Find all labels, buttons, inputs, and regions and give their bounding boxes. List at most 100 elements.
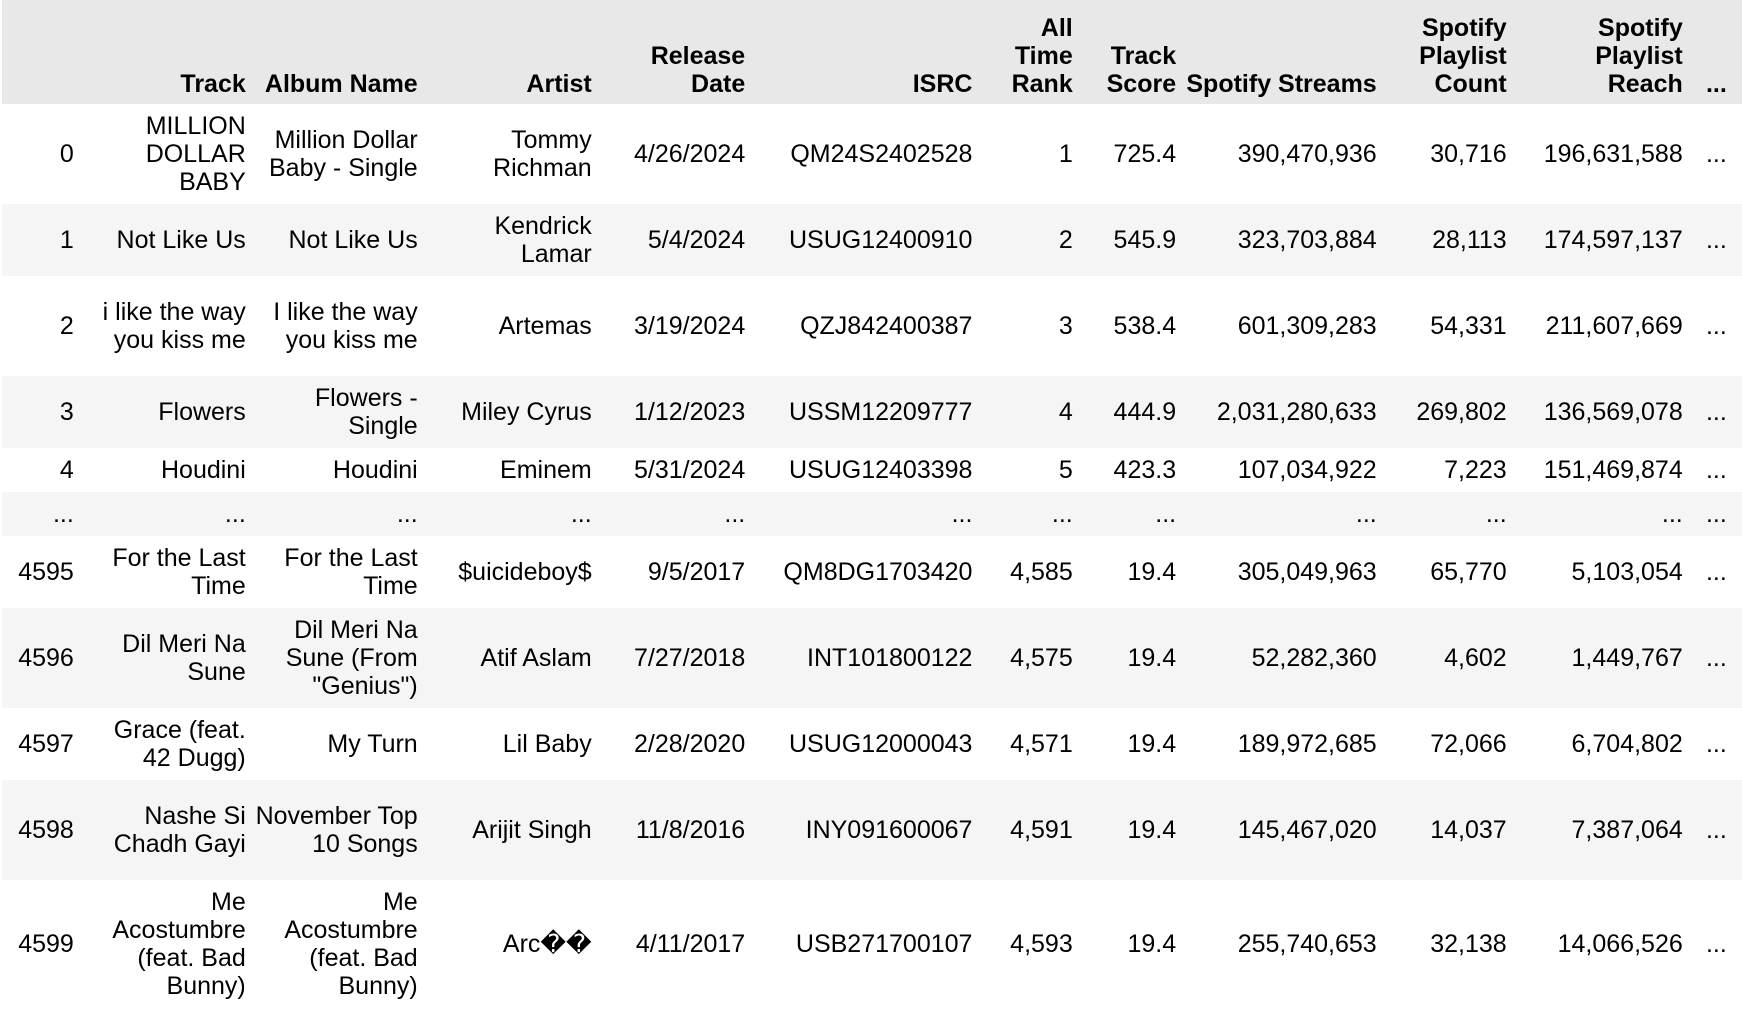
cell-spotify-streams: 189,972,685 [1237,730,1377,758]
cell-all-time-rank: 1 [1058,140,1073,168]
cell-all-time-rank: 4,591 [1010,816,1073,844]
cell-track-score: 444.9 [1113,398,1177,426]
cell-isrc: USB271700107 [795,930,973,958]
cell-artist: $uicideboy$ [458,558,592,586]
table-row: 4595 For the Last Time For the Last Time… [2,536,1742,608]
cell-artist: Tommy Richman [493,126,592,182]
cell-all-time-rank: 4,575 [1010,644,1073,672]
cell-spotify-playlist-reach: 6,704,802 [1571,730,1683,758]
cell-artist: Atif Aslam [480,644,592,672]
cell-spotify-playlist-count: 65,770 [1430,558,1507,586]
cell-track-score: 725.4 [1113,140,1177,168]
cell-release-date: 4/26/2024 [634,140,746,168]
row-index: 4 [59,456,74,484]
cell-spotify-playlist-count: 14,037 [1430,816,1507,844]
cell-spotify-playlist-count: 54,331 [1430,312,1507,340]
cell-track-score: 538.4 [1113,312,1177,340]
cell-isrc: QM8DG1703420 [783,558,973,586]
cell-track-score: 19.4 [1127,558,1177,586]
cell-isrc: QM24S2402528 [790,140,973,168]
cell-album-name: Flowers - Single [314,384,418,440]
cell-isrc: INY091600067 [805,816,973,844]
cell-spotify-streams: 305,049,963 [1237,558,1377,586]
row-index: 4595 [18,558,74,586]
cell-track: Grace (feat. 42 Dugg) [113,716,246,772]
column-header-all-time-rank: All Time Rank [1011,14,1073,98]
column-header-track: Track [180,70,246,98]
cell-all-time-rank: 2 [1058,226,1073,254]
index-header [2,0,82,104]
row-index: 2 [59,312,74,340]
ellipsis-row: ... ... ... ... ... ... ... ... ... ... … [2,492,1742,536]
cell-ellipsis: ... [1705,816,1727,844]
cell-track: MILLION DOLLAR BABY [145,112,246,196]
cell-spotify-playlist-count: 269,802 [1416,398,1507,426]
cell-spotify-playlist-count: 72,066 [1430,730,1507,758]
column-header-spotify-playlist-reach: Spotify Playlist Reach [1595,14,1683,98]
cell-track: i like the way you kiss me [102,298,246,354]
column-header-isrc: ISRC [912,70,973,98]
table-row: 4599 Me Acostumbre (feat. Bad Bunny) Me … [2,880,1742,1008]
cell-ellipsis: ... [1705,312,1727,340]
cell-release-date: 5/31/2024 [634,456,746,484]
cell-ellipsis: ... [1705,456,1727,484]
cell-isrc: USUG12400910 [788,226,973,254]
cell-spotify-playlist-count: 28,113 [1432,226,1507,254]
row-index: ... [52,500,74,528]
table-row: 4597 Grace (feat. 42 Dugg) My Turn Lil B… [2,708,1742,780]
column-header-spotify-playlist-count: Spotify Playlist Count [1419,14,1507,98]
cell-release-date: 5/4/2024 [647,226,746,254]
cell-track-score: 19.4 [1127,730,1177,758]
cell-ellipsis: ... [1705,644,1727,672]
cell-artist: Lil Baby [502,730,592,758]
table-header: Track Album Name Artist Release Date ISR… [2,0,1742,104]
cell-spotify-streams: 52,282,360 [1251,644,1377,672]
cell-artist: Arc�� [502,930,592,958]
cell-spotify-playlist-reach: 136,569,078 [1543,398,1683,426]
cell-spotify-streams: 255,740,653 [1237,930,1377,958]
cell-track-score: 545.9 [1113,226,1177,254]
cell-album-name: ... [396,500,418,528]
cell-all-time-rank: ... [1051,500,1073,528]
cell-ellipsis: ... [1705,140,1727,168]
cell-isrc: USUG12000043 [788,730,973,758]
cell-spotify-playlist-reach: 5,103,054 [1571,558,1683,586]
cell-artist: Eminem [500,456,592,484]
cell-track-score: 19.4 [1127,816,1177,844]
cell-spotify-playlist-reach: 14,066,526 [1557,930,1683,958]
column-header-ellipsis: ... [1705,70,1727,98]
cell-artist: Miley Cyrus [461,398,592,426]
cell-artist: Artemas [498,312,592,340]
table-row: 3 Flowers Flowers - Single Miley Cyrus 1… [2,376,1742,448]
cell-spotify-playlist-reach: 1,449,767 [1571,644,1683,672]
cell-album-name: November Top 10 Songs [255,802,418,858]
cell-album-name: Million Dollar Baby - Single [269,126,418,182]
cell-all-time-rank: 3 [1058,312,1073,340]
column-header-album-name: Album Name [264,70,418,98]
cell-album-name: I like the way you kiss me [273,298,418,354]
column-header-track-score: Track Score [1106,42,1177,98]
table-row: 0 MILLION DOLLAR BABY Million Dollar Bab… [2,104,1742,204]
cell-track: Me Acostumbre (feat. Bad Bunny) [112,888,246,1000]
cell-release-date: 1/12/2023 [634,398,746,426]
cell-ellipsis: ... [1705,730,1727,758]
cell-release-date: 7/27/2018 [634,644,746,672]
column-header-spotify-streams: Spotify Streams [1186,70,1377,98]
column-header-artist: Artist [526,70,592,98]
cell-spotify-playlist-count: ... [1485,500,1507,528]
cell-track: For the Last Time [112,544,246,600]
cell-all-time-rank: 4,585 [1010,558,1073,586]
cell-ellipsis: ... [1705,930,1727,958]
cell-release-date: 11/8/2016 [635,816,746,844]
cell-spotify-streams: 323,703,884 [1237,226,1377,254]
cell-track: Dil Meri Na Sune [122,630,246,686]
cell-spotify-playlist-reach: 174,597,137 [1543,226,1683,254]
table-row: 4598 Nashe Si Chadh Gayi November Top 10… [2,780,1742,880]
cell-release-date: 2/28/2020 [634,730,746,758]
row-index: 3 [59,398,74,426]
cell-spotify-playlist-reach: 196,631,588 [1543,140,1683,168]
cell-release-date: ... [724,500,746,528]
cell-album-name: Dil Meri Na Sune (From "Genius") [285,616,418,700]
